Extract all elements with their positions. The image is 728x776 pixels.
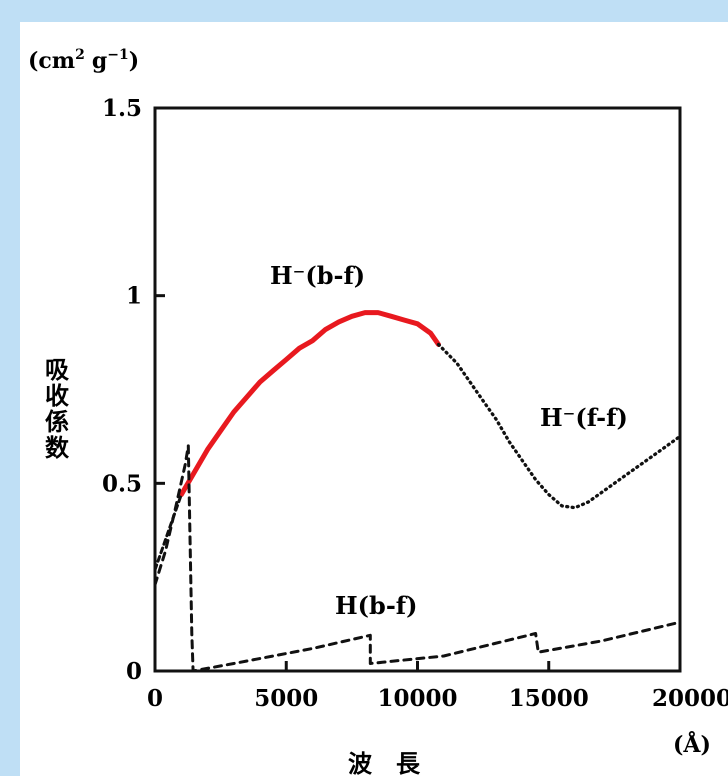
x-axis-title: 波 長 xyxy=(348,749,421,776)
x-tick-label-0: 0 xyxy=(147,685,163,712)
chart-panel: (cm2 g−1) 吸收係数 0 0.5 1 1.5 0 5000 10000 15000 200… xyxy=(20,22,728,776)
y-tick-label-2: 1 xyxy=(126,283,142,310)
y-unit-superscript-2: −1 xyxy=(107,47,128,63)
y-unit-gram: g xyxy=(92,48,107,74)
x-tick-label-4: 20000 xyxy=(652,685,728,712)
y-tick-label-3: 1.5 xyxy=(102,95,142,122)
series-line-1 xyxy=(436,342,682,510)
y-tick-label-1: 0.5 xyxy=(102,470,142,497)
series-line-0 xyxy=(178,310,441,498)
series-layer xyxy=(153,310,682,673)
series-label-h-bf: H(b-f) xyxy=(335,591,417,620)
y-unit-label: (cm2 g−1) xyxy=(28,47,139,74)
y-axis-title: 吸收係数 xyxy=(41,357,70,461)
series-label-h-minus-bf: H⁻(b-f) xyxy=(270,261,365,290)
y-unit-superscript-1: 2 xyxy=(75,47,85,63)
plot-frame xyxy=(153,106,682,673)
y-unit-close: ) xyxy=(129,48,139,74)
x-tick-label-3: 15000 xyxy=(509,685,589,712)
series-label-h-minus-ff: H⁻(f-f) xyxy=(540,403,628,432)
tick-marks: 0 0.5 1 1.5 0 5000 10000 15000 20000 xyxy=(102,95,728,712)
y-unit-open: (cm xyxy=(28,48,75,74)
y-tick-label-0: 0 xyxy=(126,658,142,685)
absorption-coefficient-chart: (cm2 g−1) 吸收係数 0 0.5 1 1.5 0 5000 10000 15000 200… xyxy=(28,47,728,776)
x-tick-label-2: 10000 xyxy=(377,685,457,712)
x-axis-unit: (Å) xyxy=(673,731,711,758)
series-line-3 xyxy=(153,444,682,673)
x-tick-label-1: 5000 xyxy=(254,685,318,712)
